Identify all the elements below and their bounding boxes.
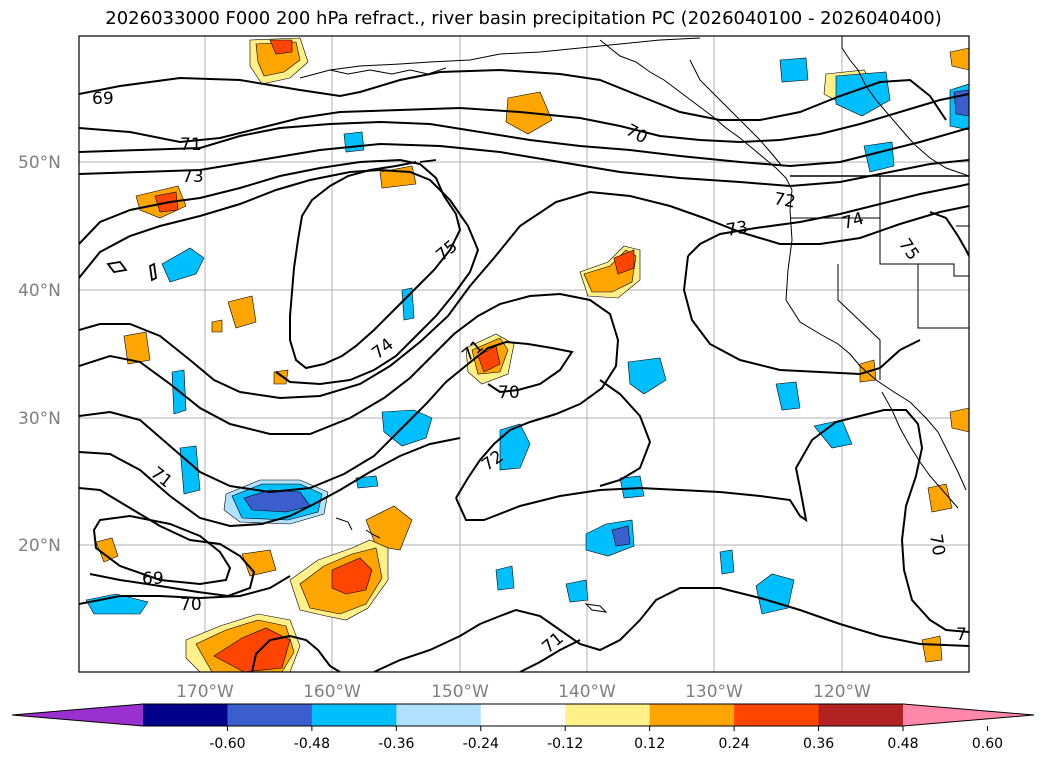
colorbar-bin (311, 704, 397, 726)
map-area (79, 36, 969, 672)
lat-label: 30°N (18, 409, 61, 429)
contour-label: 69 (92, 89, 114, 109)
colorbar-bin (396, 704, 482, 726)
colorbar: -0.60 -0.48 -0.36 -0.24 -0.12 0.12 0.24 0.36 0.4… (11, 703, 1035, 752)
lon-label: 160°W (303, 682, 361, 702)
colorbar-bin (143, 704, 228, 726)
lat-label: 50°N (18, 153, 61, 173)
colorbar-tick-label: -0.48 (294, 736, 330, 752)
lat-label: 20°N (18, 536, 61, 556)
colorbar-tick-label: -0.24 (463, 736, 499, 752)
map-border (78, 35, 970, 673)
lon-label: 170°W (176, 682, 234, 702)
lat-label: 40°N (18, 281, 61, 301)
colorbar-tick-label: 0.24 (719, 736, 750, 752)
contour-label: 72 (772, 189, 797, 212)
colorbar-bin (649, 704, 735, 726)
coastlines (299, 36, 969, 613)
lon-label: 120°W (813, 682, 871, 702)
colorbar-tick-label: -0.36 (378, 736, 414, 752)
contour-label: 70 (180, 595, 202, 615)
longitude-labels: 170°W 160°W 150°W 140°W 130°W 120°W (176, 682, 871, 702)
latitude-labels: 50°N 40°N 30°N 20°N (18, 153, 61, 556)
contour-label: 69 (142, 569, 164, 589)
colorbar-outline (11, 703, 1035, 727)
colorbar-tick-label: 0.48 (887, 736, 918, 752)
colorbar-extend-high (903, 704, 1034, 726)
colorbar-bin (818, 704, 904, 726)
colorbar-tick-label: 0.12 (634, 736, 665, 752)
colorbar-bin (480, 704, 566, 726)
colorbar-tick-label: 0.36 (803, 736, 834, 752)
contour-label: 70 (925, 533, 948, 558)
contour-label: 71 (180, 135, 202, 155)
contour-label: 70 (498, 383, 520, 403)
lon-label: 130°W (685, 682, 743, 702)
colorbar-bin (734, 704, 820, 726)
lon-label: 150°W (431, 682, 489, 702)
lon-label: 140°W (558, 682, 616, 702)
colorbar-tick-label: 0.60 (972, 736, 1003, 752)
contour-label: 73 (182, 167, 204, 187)
colorbar-bin (227, 704, 313, 726)
colorbar-extend-low (12, 704, 143, 726)
colorbar-bin (565, 704, 651, 726)
colorbar-tick-label: -0.12 (547, 736, 583, 752)
colorbar-tick-label: -0.60 (209, 736, 245, 752)
gridlines (79, 36, 969, 672)
contour-label: 73 (725, 217, 750, 240)
map-title: 2026033000 F000 200 hPa refract., river … (105, 8, 942, 29)
contour-label: 7 (956, 625, 967, 645)
contours (79, 68, 969, 672)
